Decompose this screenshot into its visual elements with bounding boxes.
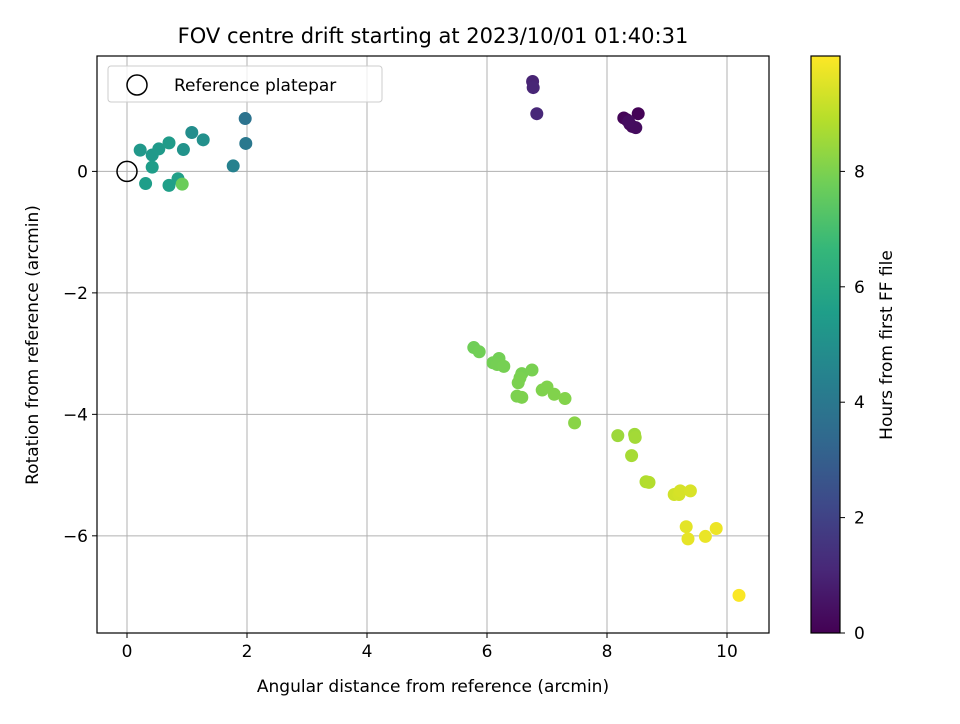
scatter-point: [628, 430, 642, 444]
scatter-point: [732, 588, 746, 602]
scatter-point: [162, 136, 176, 150]
y-axis-label: Rotation from reference (arcmin): [23, 205, 43, 485]
scatter-point: [673, 484, 687, 498]
chart-title: FOV centre drift starting at 2023/10/01 …: [178, 24, 689, 48]
colorbar-gradient: [811, 56, 840, 633]
legend-marker: [126, 74, 148, 96]
y-tick-label: 0: [77, 162, 88, 182]
y-tick-label: −6: [63, 527, 88, 547]
scatter-point: [547, 387, 561, 401]
scatter-point: [497, 359, 511, 373]
x-tick-label: 8: [602, 642, 613, 662]
x-tick-label: 0: [122, 642, 133, 662]
scatter-point: [175, 177, 189, 191]
colorbar-ticks: 0 2 4 6 8: [840, 162, 865, 644]
scatter-point: [526, 81, 540, 95]
scatter-point: [709, 522, 723, 536]
scatter-point: [683, 484, 697, 498]
scatter-point: [238, 112, 252, 126]
colorbar: 0 2 4 6 8 Hours from first FF file: [810, 55, 897, 644]
grid-lines: [97, 56, 769, 633]
scatter-point: [681, 532, 695, 546]
scatter-point: [239, 136, 253, 150]
scatter-point: [530, 107, 544, 121]
x-axis-label: Angular distance from reference (arcmin): [257, 677, 609, 697]
scatter-point: [611, 429, 625, 443]
y-tick-label: −4: [63, 405, 88, 425]
scatter-point: [525, 363, 539, 377]
scatter-point: [642, 475, 656, 489]
colorbar-tick-label: 8: [854, 162, 865, 182]
colorbar-frame: [810, 55, 841, 634]
scatter-point: [568, 416, 582, 430]
scatter-point: [622, 115, 636, 129]
colorbar-tick-label: 4: [854, 393, 865, 413]
colorbar-label: Hours from first FF file: [877, 250, 897, 440]
plot-frame: [96, 55, 770, 634]
y-tick-label: −2: [63, 284, 88, 304]
scatter-point: [515, 390, 529, 404]
scatter-point: [185, 126, 199, 140]
reference-platepar-marker: [116, 160, 138, 183]
legend-entry: Reference platepar: [174, 76, 336, 96]
x-tick-label: 2: [242, 642, 253, 662]
scatter-point: [679, 520, 693, 534]
scatter-point: [162, 178, 176, 192]
x-tick-label: 10: [716, 642, 738, 662]
scatter-point: [625, 449, 639, 463]
x-tick-label: 6: [482, 642, 493, 662]
scatter-point: [139, 177, 153, 191]
scatter-point: [133, 143, 147, 157]
scatter-point: [145, 160, 159, 174]
legend: Reference platepar: [107, 65, 383, 103]
scatter-points: [133, 75, 746, 602]
scatter-point: [472, 345, 486, 359]
scatter-point: [558, 392, 572, 406]
scatter-point: [176, 143, 190, 157]
colorbar-tick-label: 0: [854, 624, 865, 644]
scatter-point: [196, 133, 210, 147]
scatter-point: [511, 376, 525, 390]
legend-box: [107, 65, 383, 103]
scatter-point: [631, 107, 645, 121]
scatter-point: [698, 529, 712, 543]
x-axis-ticks: 0 2 4 6 8 10: [122, 633, 738, 662]
y-axis-ticks: 0 −2 −4 −6: [63, 162, 97, 547]
colorbar-tick-label: 6: [854, 278, 865, 298]
scatter-point: [152, 142, 166, 156]
scatter-point: [226, 159, 240, 173]
x-tick-label: 4: [362, 642, 373, 662]
colorbar-tick-label: 2: [854, 509, 865, 529]
